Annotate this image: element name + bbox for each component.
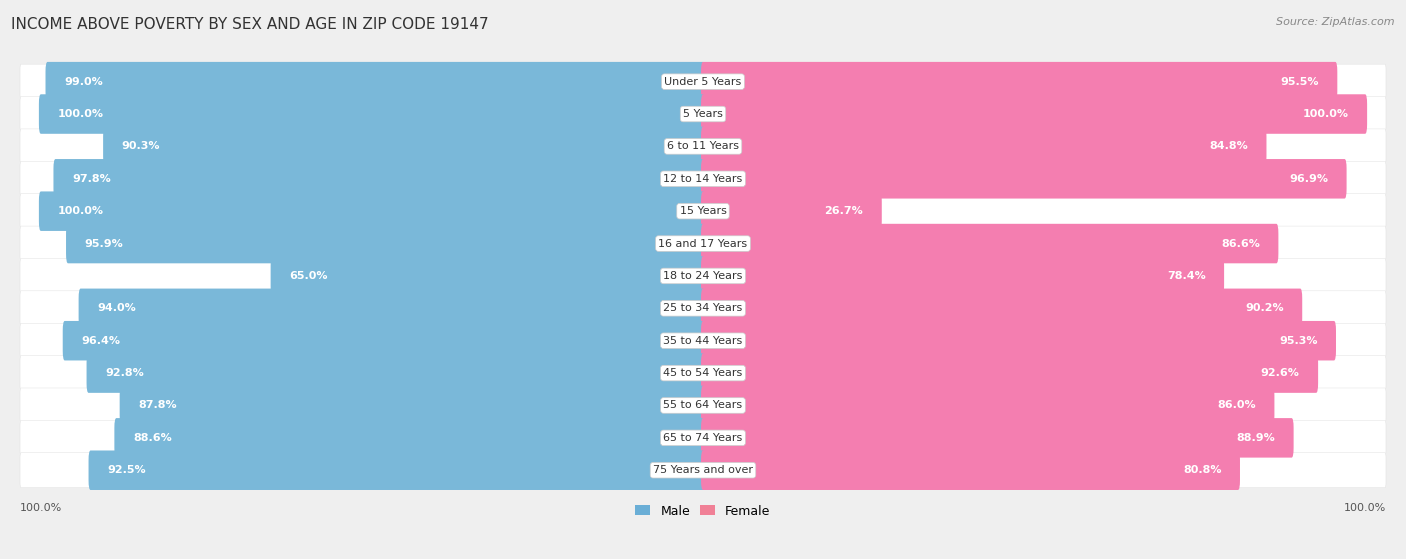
- Text: 12 to 14 Years: 12 to 14 Years: [664, 174, 742, 184]
- FancyBboxPatch shape: [20, 323, 1386, 358]
- Text: 100.0%: 100.0%: [58, 109, 104, 119]
- Text: 15 Years: 15 Years: [679, 206, 727, 216]
- Text: 92.8%: 92.8%: [105, 368, 143, 378]
- Text: Under 5 Years: Under 5 Years: [665, 77, 741, 87]
- Text: Source: ZipAtlas.com: Source: ZipAtlas.com: [1277, 17, 1395, 27]
- FancyBboxPatch shape: [45, 62, 704, 101]
- Text: 5 Years: 5 Years: [683, 109, 723, 119]
- Text: 80.8%: 80.8%: [1182, 465, 1222, 475]
- FancyBboxPatch shape: [89, 451, 704, 490]
- FancyBboxPatch shape: [39, 94, 704, 134]
- Text: 95.5%: 95.5%: [1281, 77, 1319, 87]
- Text: 45 to 54 Years: 45 to 54 Years: [664, 368, 742, 378]
- Text: 88.9%: 88.9%: [1236, 433, 1275, 443]
- Text: INCOME ABOVE POVERTY BY SEX AND AGE IN ZIP CODE 19147: INCOME ABOVE POVERTY BY SEX AND AGE IN Z…: [11, 17, 489, 32]
- FancyBboxPatch shape: [702, 191, 882, 231]
- FancyBboxPatch shape: [20, 258, 1386, 293]
- FancyBboxPatch shape: [20, 453, 1386, 487]
- FancyBboxPatch shape: [103, 127, 704, 166]
- Text: 65 to 74 Years: 65 to 74 Years: [664, 433, 742, 443]
- FancyBboxPatch shape: [702, 288, 1302, 328]
- Text: 100.0%: 100.0%: [1302, 109, 1348, 119]
- Text: 84.8%: 84.8%: [1209, 141, 1249, 151]
- FancyBboxPatch shape: [702, 159, 1347, 198]
- FancyBboxPatch shape: [702, 256, 1225, 296]
- FancyBboxPatch shape: [66, 224, 704, 263]
- Text: 18 to 24 Years: 18 to 24 Years: [664, 271, 742, 281]
- FancyBboxPatch shape: [270, 256, 704, 296]
- FancyBboxPatch shape: [53, 159, 704, 198]
- Text: 26.7%: 26.7%: [824, 206, 863, 216]
- FancyBboxPatch shape: [20, 388, 1386, 423]
- Text: 92.5%: 92.5%: [107, 465, 146, 475]
- Legend: Male, Female: Male, Female: [630, 500, 776, 523]
- Text: 95.9%: 95.9%: [84, 239, 124, 249]
- Text: 55 to 64 Years: 55 to 64 Years: [664, 400, 742, 410]
- FancyBboxPatch shape: [79, 288, 704, 328]
- Text: 97.8%: 97.8%: [72, 174, 111, 184]
- FancyBboxPatch shape: [20, 64, 1386, 99]
- FancyBboxPatch shape: [702, 62, 1337, 101]
- FancyBboxPatch shape: [702, 451, 1240, 490]
- Text: 90.2%: 90.2%: [1246, 304, 1284, 314]
- Text: 95.3%: 95.3%: [1279, 336, 1317, 345]
- Text: 88.6%: 88.6%: [134, 433, 172, 443]
- FancyBboxPatch shape: [39, 191, 704, 231]
- Text: 25 to 34 Years: 25 to 34 Years: [664, 304, 742, 314]
- Text: 86.6%: 86.6%: [1220, 239, 1260, 249]
- FancyBboxPatch shape: [20, 162, 1386, 196]
- FancyBboxPatch shape: [114, 418, 704, 458]
- Text: 35 to 44 Years: 35 to 44 Years: [664, 336, 742, 345]
- Text: 6 to 11 Years: 6 to 11 Years: [666, 141, 740, 151]
- Text: 94.0%: 94.0%: [97, 304, 136, 314]
- FancyBboxPatch shape: [20, 291, 1386, 326]
- FancyBboxPatch shape: [702, 418, 1294, 458]
- Text: 87.8%: 87.8%: [138, 400, 177, 410]
- FancyBboxPatch shape: [702, 386, 1274, 425]
- Text: 96.4%: 96.4%: [82, 336, 121, 345]
- FancyBboxPatch shape: [20, 194, 1386, 229]
- FancyBboxPatch shape: [20, 97, 1386, 131]
- Text: 16 and 17 Years: 16 and 17 Years: [658, 239, 748, 249]
- FancyBboxPatch shape: [702, 127, 1267, 166]
- FancyBboxPatch shape: [702, 353, 1317, 393]
- FancyBboxPatch shape: [702, 94, 1367, 134]
- FancyBboxPatch shape: [87, 353, 704, 393]
- Text: 65.0%: 65.0%: [290, 271, 328, 281]
- Text: 99.0%: 99.0%: [65, 77, 103, 87]
- Text: 75 Years and over: 75 Years and over: [652, 465, 754, 475]
- FancyBboxPatch shape: [20, 356, 1386, 391]
- Text: 86.0%: 86.0%: [1218, 400, 1256, 410]
- Text: 100.0%: 100.0%: [58, 206, 104, 216]
- FancyBboxPatch shape: [20, 226, 1386, 261]
- Text: 78.4%: 78.4%: [1167, 271, 1205, 281]
- FancyBboxPatch shape: [20, 129, 1386, 164]
- FancyBboxPatch shape: [20, 420, 1386, 456]
- FancyBboxPatch shape: [120, 386, 704, 425]
- Text: 92.6%: 92.6%: [1261, 368, 1299, 378]
- Text: 96.9%: 96.9%: [1289, 174, 1329, 184]
- FancyBboxPatch shape: [702, 224, 1278, 263]
- FancyBboxPatch shape: [702, 321, 1336, 361]
- Text: 90.3%: 90.3%: [122, 141, 160, 151]
- FancyBboxPatch shape: [63, 321, 704, 361]
